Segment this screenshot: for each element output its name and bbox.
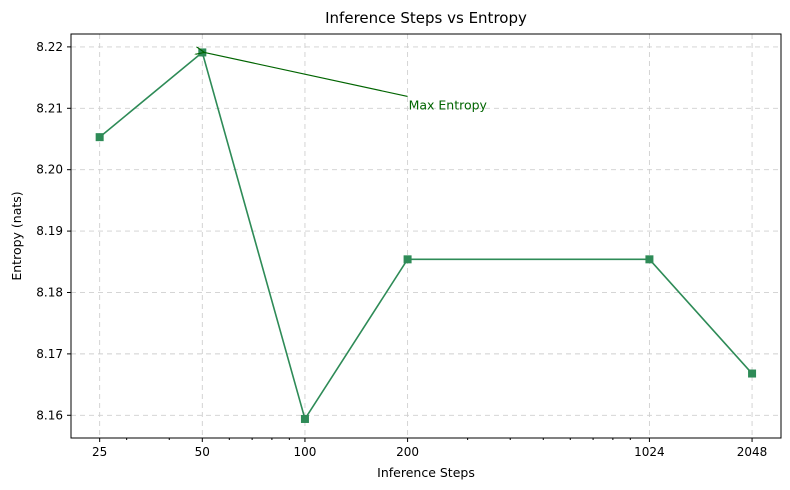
x-tick-label: 25 xyxy=(92,445,107,459)
data-point xyxy=(645,255,654,264)
y-tick-label: 8.20 xyxy=(36,163,63,177)
annotation-label: Max Entropy xyxy=(409,97,488,112)
chart-title: Inference Steps vs Entropy xyxy=(325,9,527,27)
y-axis-label: Entropy (nats) xyxy=(9,191,24,280)
data-point xyxy=(748,369,757,378)
data-point xyxy=(95,133,104,142)
x-tick-label: 2048 xyxy=(737,445,768,459)
series-line xyxy=(99,51,753,421)
y-tick-label: 8.21 xyxy=(36,101,63,115)
annotation: Max Entropy xyxy=(204,52,488,112)
x-tick-label: 1024 xyxy=(634,445,665,459)
data-point xyxy=(300,414,309,423)
y-tick-label: 8.18 xyxy=(36,285,63,299)
plot-frame xyxy=(70,33,782,439)
x-tick-label: 100 xyxy=(293,445,316,459)
axis-ticks: 25 50 100 200 1024 2048 8.16 8.17 8.18 8.19 8.20 8.… xyxy=(36,40,767,459)
grid xyxy=(71,34,781,438)
data-point xyxy=(403,255,412,264)
y-tick-label: 8.17 xyxy=(36,347,63,361)
x-axis-label: Inference Steps xyxy=(377,465,475,480)
x-tick-label: 50 xyxy=(195,445,210,459)
y-tick-label: 8.16 xyxy=(36,408,63,422)
y-tick-label: 8.19 xyxy=(36,224,63,238)
x-tick-label: 200 xyxy=(396,445,419,459)
y-tick-label: 8.22 xyxy=(36,40,63,54)
annotation-arrow xyxy=(204,52,408,98)
